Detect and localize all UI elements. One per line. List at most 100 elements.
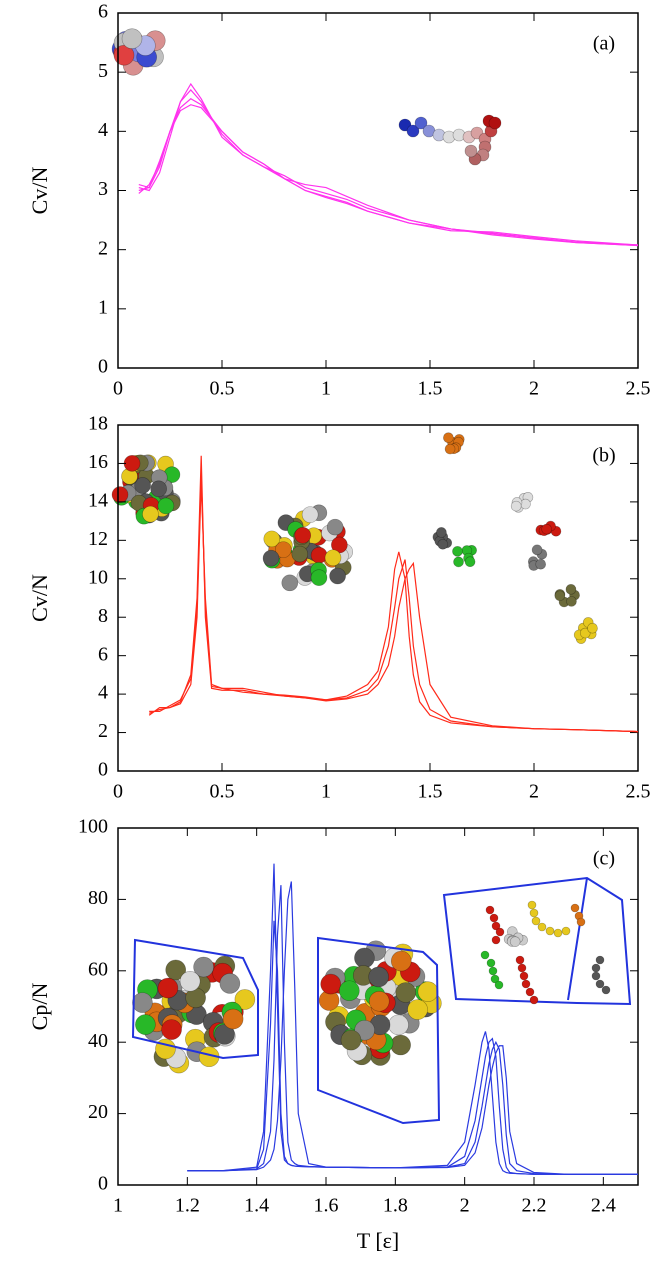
data-line (138, 82, 639, 247)
y-tick-label: 0 (98, 1173, 108, 1195)
molecule-bead (485, 905, 495, 915)
molecule-bead (570, 903, 580, 913)
molecule-bead (320, 973, 342, 995)
molecule-bead (541, 523, 552, 535)
molecule-bead (529, 908, 539, 918)
data-line (138, 89, 639, 246)
molecule-bead (453, 556, 464, 568)
molecule-bead (123, 455, 141, 472)
molecule-bead (395, 982, 417, 1003)
molecule-bead (121, 28, 143, 49)
molecule-bead (554, 590, 566, 602)
molecule-bead (601, 985, 611, 995)
molecule-bead (407, 999, 428, 1020)
y-tick-label: 2 (98, 237, 108, 259)
molecule-bead (464, 556, 476, 568)
y-axis-title: Cp/N (27, 983, 52, 1031)
molecule-bead (494, 980, 504, 990)
y-tick-label: 20 (88, 1101, 108, 1123)
molecule-bead (111, 486, 129, 503)
molecule-bead (553, 928, 563, 938)
x-tick-label: 2.4 (591, 1195, 616, 1217)
x-tick-label: 2 (529, 781, 539, 803)
y-tick-label: 16 (88, 451, 108, 473)
plot-frame (117, 827, 639, 1186)
molecule-bead (214, 1024, 235, 1045)
molecule-bead (595, 979, 605, 989)
data-line (148, 482, 639, 733)
molecule-bead (234, 989, 256, 1010)
molecule-bead (576, 917, 586, 927)
y-tick-label: 80 (88, 887, 108, 909)
y-tick-label: 6 (98, 1, 108, 23)
molecule-bead (491, 935, 501, 945)
molecule-bead (443, 432, 454, 443)
x-tick-label: 1 (321, 781, 331, 803)
data-line (138, 104, 639, 247)
molecule-bead (368, 966, 389, 988)
molecule-bead (339, 980, 360, 1002)
data-line (187, 863, 638, 1175)
molecule-bead (595, 955, 605, 965)
panel-label: (a) (593, 33, 615, 55)
x-tick-label: 1.8 (383, 1195, 408, 1217)
x-tick-label: 2.5 (626, 781, 651, 803)
molecule-bead (390, 1034, 411, 1056)
molecule-bead (489, 913, 499, 923)
molecule-bead (275, 541, 292, 558)
y-tick-label: 0 (98, 759, 108, 781)
x-tick-label: 0 (113, 378, 123, 400)
y-axis-title: Cv/N (27, 167, 52, 215)
y-tick-label: 8 (98, 605, 108, 627)
y-tick-label: 100 (78, 816, 108, 838)
y-tick-label: 10 (88, 566, 108, 588)
x-tick-label: 0 (113, 781, 123, 803)
molecule-bead (517, 963, 527, 973)
molecule-bead (262, 549, 280, 567)
molecule-bead (354, 947, 375, 969)
y-tick-label: 2 (98, 720, 108, 742)
y-tick-label: 4 (98, 682, 108, 704)
molecule-bead (263, 530, 281, 548)
molecule-bead (388, 1014, 409, 1036)
molecule-bead (310, 546, 328, 564)
x-tick-label: 1.4 (244, 1195, 269, 1217)
y-tick-label: 18 (88, 413, 108, 435)
data-line (138, 98, 639, 246)
molecule-bead (491, 921, 501, 931)
molecule-bead (165, 959, 187, 981)
molecule-bead (150, 480, 167, 498)
data-line (187, 920, 638, 1175)
x-tick-label: 1.5 (418, 378, 443, 400)
y-tick-label: 6 (98, 643, 108, 665)
y-axis-title: Cv/N (27, 574, 52, 622)
molecule-bead (452, 546, 463, 557)
x-tick-label: 0.5 (210, 378, 235, 400)
panel-label: (c) (593, 848, 615, 870)
x-axis-title: T [ε] (357, 1228, 399, 1253)
molecule-bead (329, 567, 346, 585)
molecule-bead (132, 992, 153, 1013)
molecule-bead (406, 124, 420, 138)
molecule-bead (509, 936, 521, 947)
x-tick-label: 2 (460, 1195, 470, 1217)
molecule-bead (561, 926, 571, 936)
box-outline (442, 876, 632, 1006)
molecule-bead (142, 505, 159, 523)
molecule-bead (515, 955, 525, 965)
molecule-bead (368, 990, 390, 1012)
box-outline (317, 936, 441, 1125)
x-tick-label: 1 (321, 378, 331, 400)
y-tick-label: 5 (98, 60, 108, 82)
molecule-bead (535, 558, 546, 570)
y-tick-label: 14 (88, 489, 108, 511)
y-tick-label: 1 (98, 296, 108, 318)
molecule-bead (464, 144, 478, 158)
molecule-bead (219, 973, 241, 994)
molecule-bead (521, 979, 531, 989)
molecule-bead (294, 526, 312, 544)
molecule-bead (444, 443, 456, 455)
molecule-bead (414, 116, 428, 130)
molecule-bead (324, 549, 342, 567)
